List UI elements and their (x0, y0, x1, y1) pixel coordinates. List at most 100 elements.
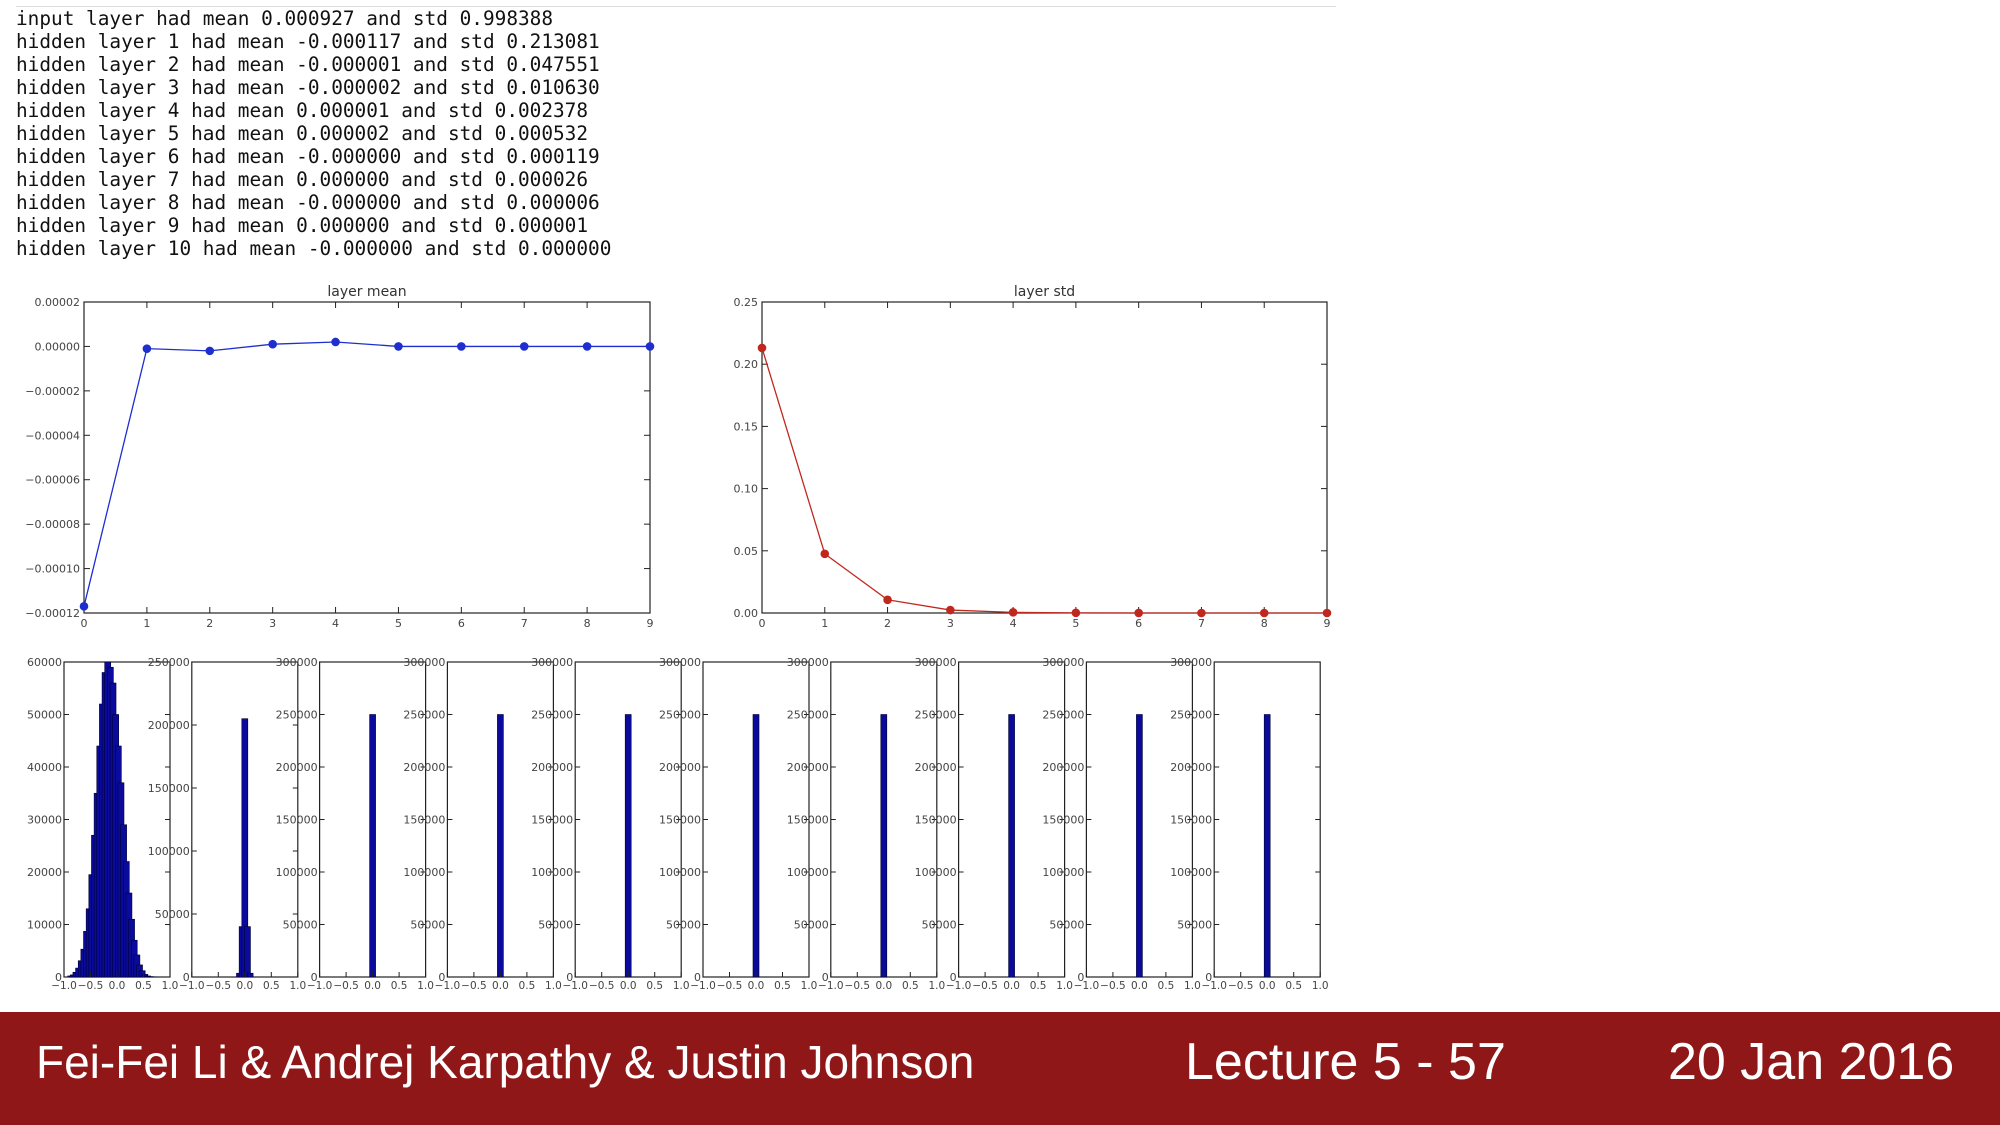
y-tick-label: 300000 (1042, 656, 1084, 669)
y-tick-label: 250000 (659, 709, 701, 722)
x-tick-label: −0.5 (1228, 980, 1254, 992)
y-tick-label: 200000 (531, 761, 573, 774)
x-tick-label: 0.5 (391, 980, 408, 992)
x-tick-label: −0.5 (1100, 980, 1126, 992)
x-tick-label: 8 (584, 617, 591, 630)
y-tick-label: 250000 (148, 656, 190, 669)
x-tick-label: 0.0 (620, 980, 637, 992)
x-tick-label: −0.5 (589, 980, 615, 992)
y-tick-label: 200000 (915, 761, 957, 774)
console-line: hidden layer 2 had mean -0.000001 and st… (16, 53, 600, 76)
y-tick-label: 100000 (787, 866, 829, 879)
x-tick-label: −1.0 (51, 980, 77, 992)
x-tick-label: 8 (1261, 617, 1268, 630)
console-line: hidden layer 3 had mean -0.000002 and st… (16, 76, 600, 99)
histogram-bar (624, 714, 632, 978)
y-tick-label: −0.00008 (25, 518, 80, 531)
x-tick-label: 6 (1135, 617, 1142, 630)
x-tick-label: 0.0 (236, 980, 253, 992)
data-point (1322, 608, 1332, 618)
x-tick-label: 0.5 (263, 980, 280, 992)
y-tick-label: 0.00000 (35, 340, 81, 353)
x-tick-label: 1.0 (545, 980, 562, 992)
y-tick-label: 0 (950, 971, 957, 984)
histogram-bar (1263, 714, 1271, 978)
x-tick-label: −1.0 (690, 980, 716, 992)
y-tick-label: 200000 (1170, 761, 1212, 774)
data-point (1197, 608, 1206, 618)
y-tick-label: 250000 (531, 709, 573, 722)
data-point (645, 342, 655, 351)
y-tick-label: 300000 (531, 656, 573, 669)
x-tick-label: 1.0 (673, 980, 690, 992)
x-tick-label: 2 (206, 617, 213, 630)
x-tick-label: 0.5 (135, 980, 152, 992)
x-tick-label: 1 (821, 617, 828, 630)
y-tick-label: −0.00010 (25, 563, 80, 576)
x-tick-label: 1 (143, 617, 150, 630)
y-tick-label: 0 (55, 971, 62, 984)
y-tick-label: 100000 (276, 866, 318, 879)
console-line: hidden layer 8 had mean -0.000000 and st… (16, 191, 600, 214)
series-line (83, 341, 650, 607)
y-tick-label: 300000 (915, 656, 957, 669)
plot-frame (761, 301, 1328, 614)
histogram-bar (369, 714, 376, 978)
x-tick-label: −0.5 (972, 980, 998, 992)
console-line: input layer had mean 0.000927 and std 0.… (16, 7, 554, 30)
y-tick-label: 200000 (403, 761, 445, 774)
console-line: hidden layer 1 had mean -0.000117 and st… (16, 30, 600, 53)
x-tick-label: 0.5 (774, 980, 791, 992)
data-point (268, 339, 277, 349)
y-tick-label: 10000 (27, 919, 62, 932)
y-tick-label: 0 (183, 971, 190, 984)
footer-date: 20 Jan 2016 (1668, 1033, 1955, 1091)
x-tick-label: −0.5 (717, 980, 743, 992)
y-tick-label: −0.00002 (25, 385, 80, 398)
y-tick-label: 50000 (27, 709, 62, 722)
data-point (394, 342, 403, 351)
x-tick-label: 0.5 (519, 980, 536, 992)
x-tick-label: 1.0 (1056, 980, 1073, 992)
y-tick-label: 150000 (276, 814, 318, 827)
x-tick-label: 1.0 (417, 980, 434, 992)
y-tick-label: 0.25 (734, 296, 759, 309)
histogram-bar (752, 714, 760, 978)
plot-frame (83, 301, 651, 614)
x-tick-label: 7 (1198, 617, 1205, 630)
console-line: hidden layer 9 had mean 0.000000 and std… (16, 214, 589, 237)
data-point (519, 342, 529, 351)
y-tick-label: −0.00012 (25, 607, 80, 620)
y-tick-label: 250000 (1042, 709, 1084, 722)
y-tick-label: 50000 (1049, 919, 1084, 932)
y-tick-label: 200000 (787, 761, 829, 774)
data-point (820, 549, 830, 559)
y-tick-label: 150000 (659, 814, 701, 827)
y-tick-label: 150000 (915, 814, 957, 827)
y-tick-label: 50000 (1177, 919, 1212, 932)
y-tick-label: 0.00 (734, 607, 759, 620)
x-tick-label: 9 (1324, 617, 1331, 630)
x-tick-label: −0.5 (78, 980, 104, 992)
x-tick-label: −1.0 (818, 980, 844, 992)
y-tick-label: 0.15 (734, 420, 759, 433)
x-tick-label: −0.5 (206, 980, 232, 992)
y-tick-label: 100000 (1042, 866, 1084, 879)
y-tick-label: 150000 (787, 814, 829, 827)
y-tick-label: 50000 (283, 919, 318, 932)
charts-area: layer mean0.000020.00000−0.00002−0.00004… (25, 284, 1332, 992)
y-tick-label: 150000 (531, 814, 573, 827)
x-tick-label: 3 (947, 617, 954, 630)
y-tick-label: 300000 (403, 656, 445, 669)
y-tick-label: 100000 (403, 866, 445, 879)
console-line: hidden layer 10 had mean -0.000000 and s… (16, 237, 612, 260)
x-tick-label: −0.5 (845, 980, 871, 992)
y-tick-label: 0.05 (734, 545, 759, 558)
y-tick-label: 0 (1205, 971, 1212, 984)
x-tick-label: −1.0 (307, 980, 333, 992)
y-tick-label: 50000 (155, 908, 190, 921)
y-tick-label: 100000 (148, 845, 190, 858)
x-tick-label: −1.0 (562, 980, 588, 992)
y-tick-label: 100000 (659, 866, 701, 879)
